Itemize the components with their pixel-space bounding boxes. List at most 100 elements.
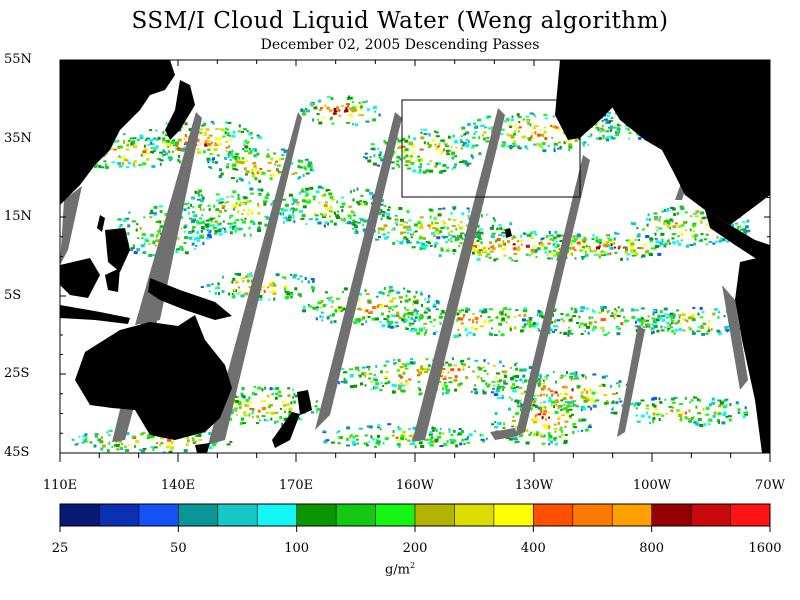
cloud-pixel [226, 165, 229, 169]
cloud-pixel [471, 144, 476, 147]
cloud-pixel [718, 311, 720, 314]
cloud-pixel [271, 290, 276, 294]
cloud-pixel [362, 101, 367, 104]
cloud-pixel [604, 375, 608, 378]
cloud-pixel [462, 368, 465, 371]
cloud-pixel [221, 227, 225, 230]
cloud-pixel [415, 159, 418, 162]
land-south-america [735, 255, 770, 453]
cloud-pixel [479, 433, 482, 437]
cloud-pixel [323, 224, 326, 228]
cloud-pixel [183, 449, 188, 453]
cloud-pixel [249, 233, 252, 237]
cloud-pixel [487, 316, 491, 319]
cloud-pixel [647, 415, 651, 419]
cloud-pixel [555, 403, 558, 406]
cloud-pixel [234, 273, 238, 276]
cloud-pixel [688, 409, 691, 413]
cloud-pixel [503, 307, 508, 310]
cloud-pixel [348, 97, 353, 99]
cloud-pixel [204, 143, 209, 147]
cloud-pixel [548, 412, 551, 415]
cloud-pixel [447, 238, 450, 241]
cloud-pixel [408, 435, 413, 438]
cloud-pixel [702, 407, 705, 411]
cloud-pixel [375, 364, 378, 368]
cloud-pixel [712, 414, 716, 418]
cloud-pixel [702, 322, 707, 325]
cloud-pixel [397, 383, 400, 386]
cloud-pixel [473, 388, 477, 391]
cloud-pixel [208, 166, 212, 169]
cloud-pixel [544, 137, 548, 140]
cloud-pixel [591, 249, 595, 253]
cloud-pixel [545, 393, 548, 397]
cloud-pixel [403, 313, 407, 316]
cloud-pixel [274, 396, 278, 400]
cloud-pixel [445, 149, 449, 153]
cloud-pixel [238, 124, 241, 128]
cloud-pixel [638, 136, 642, 140]
cloud-pixel [393, 150, 396, 154]
cloud-pixel [530, 231, 533, 235]
cloud-pixel [634, 325, 638, 328]
cloud-pixel [331, 313, 335, 317]
cloud-pixel [341, 209, 344, 213]
cloud-pixel [574, 237, 578, 241]
cloud-pixel [528, 235, 532, 237]
cloud-pixel [242, 220, 246, 224]
cloud-pixel [525, 323, 528, 326]
cloud-pixel [360, 218, 365, 222]
cloud-pixel [450, 440, 455, 444]
cloud-pixel [589, 398, 594, 402]
cloud-pixel [496, 227, 501, 230]
cloud-pixel [164, 212, 168, 216]
cloud-pixel [495, 375, 498, 379]
cloud-pixel [275, 387, 280, 390]
cloud-pixel [272, 201, 275, 205]
cloud-pixel [127, 161, 131, 165]
cloud-pixel [655, 226, 660, 229]
cloud-pixel [573, 426, 577, 429]
cloud-pixel [568, 408, 573, 411]
cloud-pixel [251, 411, 254, 415]
land-japan [165, 80, 195, 140]
cloud-pixel [610, 314, 615, 317]
cloud-pixel [471, 241, 476, 245]
cloud-pixel [442, 220, 445, 224]
cloud-pixel [366, 425, 369, 428]
cloud-pixel [291, 197, 294, 200]
cloud-pixel [480, 241, 483, 245]
cloud-pixel [302, 199, 306, 203]
cloud-pixel [233, 294, 235, 298]
cloud-pixel [680, 224, 685, 227]
cloud-pixel [318, 201, 321, 204]
cloud-pixel [428, 294, 431, 298]
cloud-pixel [460, 359, 465, 363]
cloud-pixel [653, 212, 658, 215]
cloud-pixel [525, 115, 530, 118]
cloud-pixel [381, 324, 386, 328]
cloud-pixel [663, 313, 668, 316]
cloud-pixel [280, 148, 285, 151]
cloud-pixel [636, 133, 640, 136]
cloud-pixel [396, 163, 400, 166]
cloud-pixel [257, 211, 261, 215]
cloud-pixel [553, 437, 558, 440]
cloud-pixel [643, 319, 647, 323]
cloud-pixel [503, 228, 507, 231]
cloud-pixel [381, 312, 384, 316]
cloud-pixel [129, 137, 133, 140]
cloud-pixel [405, 382, 409, 386]
cloud-pixel [554, 399, 559, 403]
cloud-pixel [302, 309, 307, 313]
cloud-pixel [451, 151, 456, 155]
cloud-pixel [369, 311, 373, 314]
cloud-pixel [527, 322, 530, 325]
cloud-pixel [214, 287, 219, 290]
cloud-pixel [621, 404, 624, 408]
cloud-pixel [656, 330, 660, 333]
cloud-pixel [198, 204, 202, 208]
cloud-pixel [123, 219, 125, 222]
cloud-pixel [311, 279, 315, 283]
